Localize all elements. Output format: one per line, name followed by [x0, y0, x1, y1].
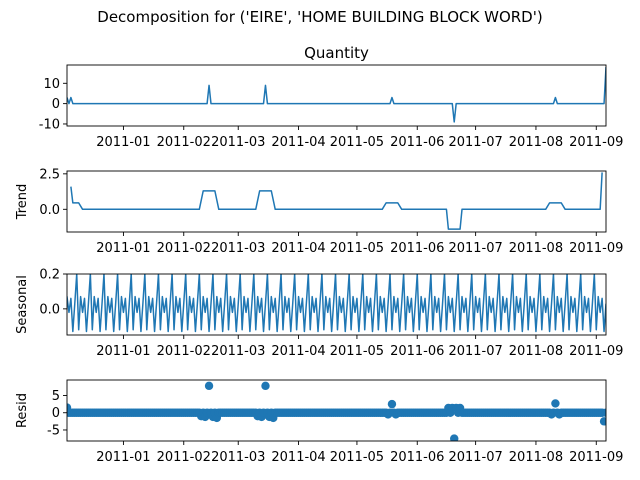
- quantity-title: Quantity: [304, 44, 369, 62]
- seasonal-axes-frame: [66, 273, 607, 336]
- seasonal-xtick-label: 2011-04: [271, 344, 325, 359]
- seasonal-ytick-label: 0.0: [39, 302, 60, 317]
- resid-ytick-label: -5: [47, 423, 60, 438]
- resid-xtick-label: 2011-03: [211, 450, 265, 465]
- seasonal-xtick-label: 2011-09: [569, 344, 623, 359]
- resid-xtick-label: 2011-06: [390, 450, 444, 465]
- quantity-xtick-label: 2011-07: [448, 135, 502, 150]
- trend-ytick-label: 2.5: [39, 167, 60, 182]
- resid-point: [551, 399, 560, 408]
- seasonal-xtick-label: 2011-07: [448, 344, 502, 359]
- resid-ytick-label: 0: [52, 406, 60, 421]
- resid-point: [261, 381, 270, 391]
- trend-ytick-label: 0.0: [39, 203, 60, 218]
- seasonal-xtick-label: 2011-01: [96, 344, 150, 359]
- resid-xtick-label: 2011-09: [569, 450, 623, 465]
- trend-xtick-label: 2011-03: [211, 241, 265, 256]
- resid-point: [450, 434, 459, 441]
- resid-point: [387, 399, 397, 409]
- trend-xtick-label: 2011-05: [330, 241, 384, 256]
- resid-panel: 5 0 -5 2011-01 2011-02 2011-03 2011-04 2011-05 2…: [15, 379, 623, 465]
- trend-xtick-label: 2011-04: [271, 241, 325, 256]
- quantity-panel: 10 0 -10 2011-01 2011-02 2011-03 2011-04 2011-0…: [39, 44, 624, 150]
- quantity-ytick-label: -10: [39, 117, 60, 132]
- trend-xtick-label: 2011-08: [509, 241, 563, 256]
- trend-plot-area: [70, 172, 603, 230]
- trend-series-line: [70, 172, 603, 230]
- seasonal-xtick-label: 2011-08: [509, 344, 563, 359]
- resid-xtick-label: 2011-02: [157, 450, 211, 465]
- quantity-xtick-label: 2011-08: [509, 135, 563, 150]
- seasonal-plot-area: [67, 274, 606, 333]
- trend-axes-frame: [66, 170, 607, 233]
- seasonal-panel: 0.2 0.0 2011-01 2011-02 2011-03 2011-04 2011-0…: [15, 268, 623, 360]
- quantity-axes-frame: [66, 64, 607, 127]
- trend-xtick-label: 2011-02: [157, 241, 211, 256]
- resid-ylabel: Resid: [15, 393, 30, 428]
- seasonal-ylabel: Seasonal: [15, 275, 30, 334]
- resid-xtick-label: 2011-04: [271, 450, 325, 465]
- resid-xtick-label: 2011-01: [96, 450, 150, 465]
- resid-xtick-label: 2011-05: [330, 450, 384, 465]
- quantity-xtick-label: 2011-06: [390, 135, 444, 150]
- seasonal-xtick-label: 2011-05: [330, 344, 384, 359]
- quantity-plot-area: [67, 66, 606, 123]
- quantity-ytick-label: 10: [43, 77, 60, 92]
- seasonal-series-line: [67, 274, 606, 333]
- trend-xtick-label: 2011-07: [448, 241, 502, 256]
- trend-xtick-label: 2011-09: [569, 241, 623, 256]
- resid-xtick-label: 2011-08: [509, 450, 563, 465]
- seasonal-xtick-label: 2011-02: [157, 344, 211, 359]
- seasonal-ytick-label: 0.2: [39, 268, 60, 283]
- quantity-xtick-label: 2011-02: [157, 135, 211, 150]
- resid-point: [204, 381, 214, 391]
- quantity-series-line: [67, 66, 606, 123]
- quantity-xtick-label: 2011-01: [96, 135, 150, 150]
- quantity-ytick-label: 0: [52, 97, 60, 112]
- seasonal-xtick-label: 2011-06: [390, 344, 444, 359]
- trend-ylabel: Trend: [15, 184, 30, 221]
- quantity-xtick-label: 2011-03: [211, 135, 265, 150]
- resid-plot-area: [67, 381, 606, 441]
- seasonal-xtick-label: 2011-03: [211, 344, 265, 359]
- quantity-xtick-label: 2011-04: [271, 135, 325, 150]
- quantity-xtick-label: 2011-05: [330, 135, 384, 150]
- trend-xtick-label: 2011-06: [390, 241, 444, 256]
- resid-point: [599, 417, 606, 426]
- resid-ytick-label: 5: [52, 389, 60, 404]
- resid-point: [601, 408, 606, 417]
- trend-xtick-label: 2011-01: [96, 241, 150, 256]
- resid-xtick-label: 2011-07: [448, 450, 502, 465]
- resid-axes-frame: [66, 379, 607, 442]
- trend-panel: 2.5 0.0 2011-01 2011-02 2011-03 2011-04 2011-0…: [15, 167, 623, 256]
- chart-title: Decomposition for ('EIRE', 'HOME BUILDIN…: [97, 8, 542, 26]
- quantity-xtick-label: 2011-09: [569, 135, 623, 150]
